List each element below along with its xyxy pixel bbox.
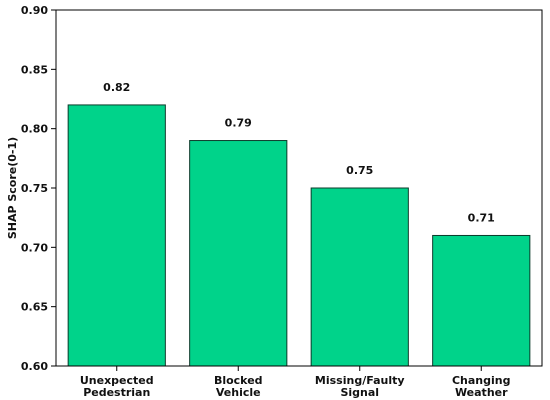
x-axis-ticks: Unexpected Pedestrian Blocked Vehicle Missin… [80,366,511,399]
y-axis-label: SHAP Score(0-1) [6,137,19,239]
y-tick-label: 0.75 [21,182,48,195]
x-tick-label: Changing Weather [452,374,511,399]
bar [189,140,288,367]
y-tick-label: 0.85 [21,63,48,76]
y-tick-label: 0.90 [21,4,48,17]
y-tick-label: 0.80 [21,123,48,136]
bar-value-label: 0.75 [346,164,373,177]
bar [67,104,166,367]
x-tick-label: Blocked Vehicle [214,374,263,399]
bar [432,234,531,367]
bars [67,104,531,367]
y-tick-label: 0.60 [21,360,48,373]
y-tick-label: 0.65 [21,301,48,314]
y-axis-ticks: 0.60 0.65 0.70 0.75 0.80 0.85 0.90 [21,4,56,373]
bar-value-label: 0.79 [225,117,252,130]
plot-frame [55,9,543,367]
bar [310,187,409,367]
x-tick-label: Missing/Faulty Signal [315,374,405,399]
x-tick-label: Unexpected Pedestrian [80,374,154,399]
y-tick-label: 0.70 [21,241,48,254]
bar-value-label: 0.71 [468,211,495,224]
bar-value-labels: 0.82 0.79 0.75 0.71 [103,81,495,225]
bar-value-label: 0.82 [103,81,130,94]
